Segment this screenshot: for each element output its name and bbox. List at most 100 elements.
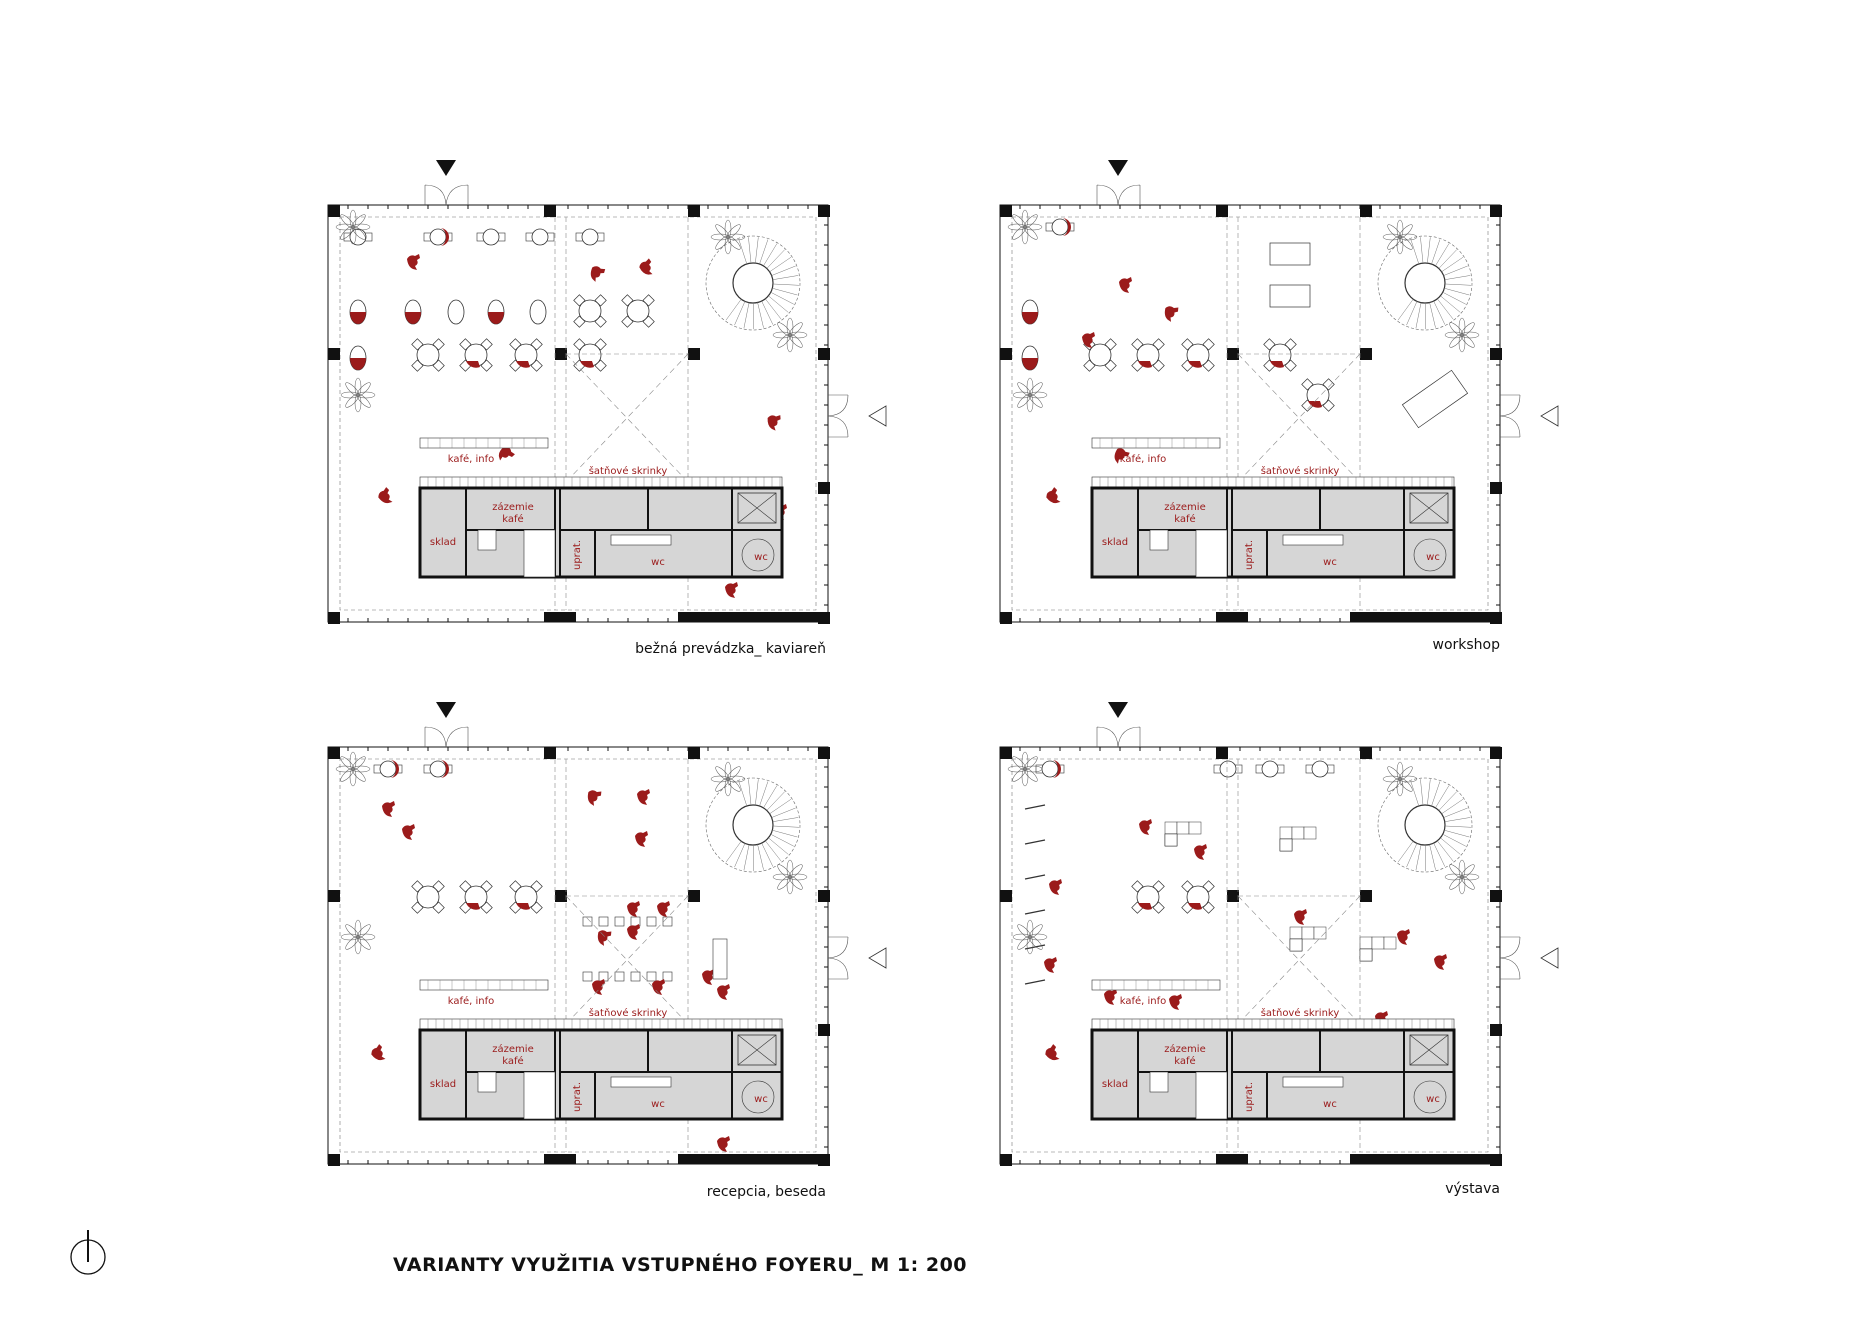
plant-icon [340,919,376,955]
entrance-triangle-icon [1108,160,1128,176]
spiral-staircase [1377,235,1473,331]
room-label-storage: sklad [1102,1079,1128,1090]
room-label-cafe_backroom_2: kafé [502,513,523,525]
person-figure [637,789,650,805]
person-figure [1294,909,1307,925]
room-label-wc_small: wc [754,1094,768,1105]
room-label-cafe_backroom_1: zázemie [492,1043,533,1055]
column [818,747,830,759]
person-figure [1049,879,1062,895]
outer-wall [327,204,829,623]
spiral-staircase [705,777,801,873]
room-label-lockers: šatňové skrinky [589,465,668,477]
room-label-wc_main: wc [1323,1099,1337,1110]
person-figure [1045,1044,1060,1061]
elevator [1409,492,1449,524]
cafe-table [476,228,506,246]
lockers [419,476,783,489]
person-figure [587,790,602,806]
column [555,890,567,902]
person-figure [1169,994,1182,1010]
outer-wall [999,746,1501,1165]
oval-table [447,299,465,325]
oval-table [529,299,547,325]
cafe-counter [419,437,549,449]
table-with-chairs [1131,338,1165,372]
elevator [1409,1034,1449,1066]
column [328,1154,340,1166]
person-figure [498,446,515,461]
column [688,348,700,360]
room-label-cafe_info: kafé, info [1120,995,1167,1007]
column [1490,747,1502,759]
side-door [1499,394,1521,438]
room-label-cafe_backroom_2: kafé [502,1055,523,1067]
plant-icon [710,761,746,797]
plant-icon [1007,209,1043,245]
table-with-chairs [1181,338,1215,372]
column [1000,205,1012,217]
table-with-chairs [573,294,607,328]
column [328,890,340,902]
column [1490,890,1502,902]
column [1216,205,1228,217]
service-block [1090,1028,1456,1121]
plant-icon [1382,219,1418,255]
column [1000,612,1012,624]
table-with-chairs [509,338,543,372]
cafe-table [525,228,555,246]
person-figure [1046,487,1061,504]
sheet-title: VARIANTY VYUŽITIA VSTUPNÉHO FOYERU_ M 1:… [393,1253,967,1276]
room-label-cafe_backroom_1: zázemie [1164,1043,1205,1055]
table-with-chairs [1131,880,1165,914]
column [818,612,830,624]
elevator [737,492,777,524]
column [328,612,340,624]
column [328,205,340,217]
room-label-lockers: šatňové skrinky [1261,465,1340,477]
entrance-triangle-icon [1108,702,1128,718]
side-entrance-triangle-icon [868,405,887,427]
plant-icon [335,209,371,245]
service-block [418,486,784,579]
room-label-cafe_info: kafé, info [448,995,495,1007]
room-label-cafe_backroom_2: kafé [1174,1055,1195,1067]
spiral-staircase [705,235,801,331]
table-with-chairs [1181,880,1215,914]
room-label-wc_small: wc [1426,1094,1440,1105]
column [818,348,830,360]
person-figure [1044,957,1057,973]
person-figure [371,1044,386,1061]
person-figure [657,901,670,917]
oval-table [487,299,505,325]
room-label-wc_main: wc [651,557,665,568]
cafe-table [1035,760,1065,778]
entrance-door [1096,184,1141,206]
table-with-chairs [1263,338,1297,372]
person-figure [597,930,612,946]
plant-icon [772,317,808,353]
outer-wall [327,746,829,1165]
column [1360,747,1372,759]
person-figure [639,258,653,275]
oval-table [349,345,367,371]
column [1227,890,1239,902]
plant-icon [710,219,746,255]
column [818,205,830,217]
column [818,1024,830,1036]
oval-table [349,299,367,325]
lockers [1091,1018,1455,1031]
cafe-counter [419,979,549,991]
entrance-triangle-icon [436,160,456,176]
room-label-wc_main: wc [651,1099,665,1110]
plan-caption-exhibition: výstava [1445,1181,1500,1197]
column [1000,747,1012,759]
cafe-table [343,228,373,246]
cafe-table [1045,218,1075,236]
person-figure [378,487,393,504]
cafe-table [373,760,403,778]
person-figure [652,979,665,995]
plant-icon [340,377,376,413]
cafe-table [575,228,605,246]
